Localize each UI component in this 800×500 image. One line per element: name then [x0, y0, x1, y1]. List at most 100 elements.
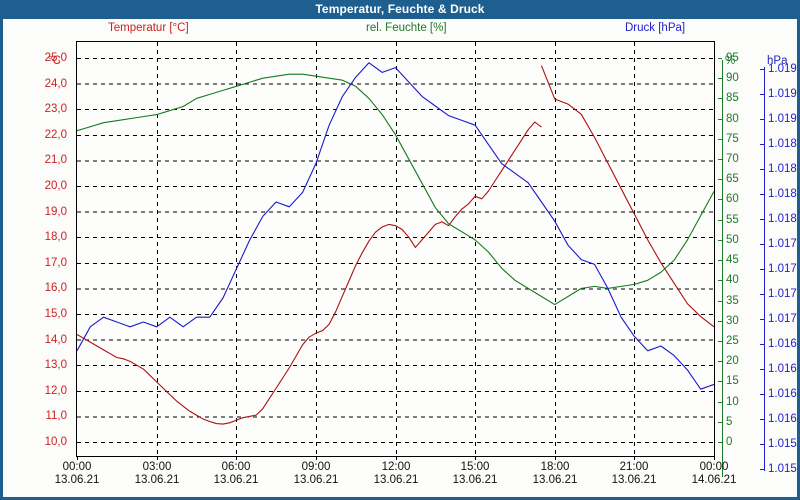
- pressure-tick-mark: [760, 344, 764, 345]
- humidity-tick-mark: [718, 442, 722, 443]
- humidity-tick-mark: [718, 240, 722, 241]
- pressure-tick-mark: [760, 394, 764, 395]
- pressure-tick-label: 1.018: [768, 213, 797, 225]
- pressure-tick-mark: [760, 319, 764, 320]
- time-tick-date: 13.06.21: [373, 474, 419, 486]
- temperature-tick-label: 11,0: [45, 410, 67, 423]
- axis-unit-pressure: hPa: [767, 55, 788, 67]
- plot-area: [76, 41, 715, 457]
- pressure-tick-mark: [760, 469, 764, 470]
- pressure-tick-mark: [760, 169, 764, 170]
- time-tick-mark: [634, 456, 635, 460]
- time-tick-label: 12:00 13.06.21: [356, 461, 436, 487]
- humidity-tick-mark: [718, 321, 722, 322]
- pressure-tick-label: 1.016: [768, 363, 797, 375]
- legend-temperature: Temperatur [°C]: [108, 22, 189, 34]
- humidity-tick-label: 20: [726, 355, 739, 368]
- time-tick-date: 13.06.21: [213, 474, 259, 486]
- temperature-tick-label: 17,0: [44, 256, 67, 269]
- pressure-tick-label: 1.016: [768, 388, 797, 400]
- temperature-tick-label: 18,0: [44, 231, 67, 244]
- temperature-line: [540, 65, 714, 328]
- axis-unit-temperature: °C: [48, 55, 61, 67]
- time-tick-time: 09:00: [301, 461, 331, 473]
- temperature-line: [77, 121, 542, 425]
- temperature-tick-label: 13,0: [44, 359, 67, 372]
- humidity-tick-label: 60: [726, 193, 739, 206]
- humidity-tick-mark: [718, 119, 722, 120]
- humidity-tick-label: 95: [726, 52, 739, 64]
- humidity-tick-label: 10: [726, 395, 739, 408]
- time-tick-mark: [236, 456, 237, 460]
- time-tick-date: 13.06.21: [611, 474, 657, 486]
- temperature-tick-label: 22,0: [44, 128, 67, 141]
- temperature-tick-label: 20,0: [44, 180, 67, 192]
- pressure-tick-mark: [760, 119, 764, 120]
- time-tick-time: 06:00: [221, 461, 251, 473]
- pressure-tick-label: 1.017: [768, 313, 797, 325]
- humidity-tick-label: 45: [726, 254, 739, 267]
- humidity-tick-label: 30: [726, 314, 739, 327]
- humidity-tick-mark: [718, 301, 722, 302]
- humidity-tick-mark: [718, 159, 722, 160]
- pressure-line: [77, 62, 714, 390]
- time-tick-date: 13.06.21: [532, 474, 578, 486]
- time-tick-label: 00:00 14.06.21: [674, 461, 754, 487]
- humidity-tick-label: 90: [726, 72, 739, 85]
- humidity-tick-mark: [718, 422, 722, 423]
- time-tick-time: 03:00: [142, 461, 172, 473]
- time-tick-mark: [316, 456, 317, 460]
- pressure-tick-label: 1.017: [768, 288, 797, 300]
- time-tick-label: 06:00 13.06.21: [196, 461, 276, 487]
- window-title-bar: Temperatur, Feuchte & Druck: [0, 0, 800, 19]
- pressure-tick-label: 1.018: [768, 188, 797, 200]
- time-tick-time: 18:00: [540, 461, 570, 473]
- humidity-tick-mark: [718, 220, 722, 221]
- temperature-tick-label: 25,0: [44, 52, 67, 64]
- pressure-tick-label: 1.017: [768, 263, 797, 275]
- humidity-tick-mark: [718, 98, 722, 99]
- humidity-tick-label: 55: [726, 213, 739, 226]
- pressure-tick-mark: [760, 294, 764, 295]
- humidity-tick-label: 15: [726, 375, 739, 388]
- humidity-tick-mark: [718, 58, 722, 59]
- humidity-line: [77, 73, 714, 306]
- humidity-tick-label: 85: [726, 92, 739, 105]
- temperature-tick-label: 19,0: [44, 205, 67, 218]
- legend-humidity: rel. Feuchte [%]: [366, 22, 447, 34]
- humidity-tick-label: 35: [726, 294, 739, 307]
- temperature-tick-label: 15,0: [44, 308, 67, 320]
- humidity-tick-mark: [718, 260, 722, 261]
- pressure-tick-label: 1.016: [768, 338, 797, 350]
- humidity-tick-label: 0: [726, 436, 733, 448]
- humidity-tick-label: 40: [726, 274, 739, 287]
- time-tick-label: 00:00 13.06.21: [37, 461, 117, 487]
- time-tick-date: 13.06.21: [134, 474, 180, 486]
- time-tick-date: 13.06.21: [452, 474, 498, 486]
- temperature-tick-label: 23,0: [44, 103, 67, 116]
- time-tick-label: 15:00 13.06.21: [435, 461, 515, 487]
- humidity-tick-label: 70: [726, 153, 739, 166]
- pressure-tick-mark: [760, 269, 764, 270]
- pressure-tick-mark: [760, 369, 764, 370]
- time-tick-time: 00:00: [699, 461, 729, 473]
- time-tick-date: 14.06.21: [691, 474, 737, 486]
- time-tick-mark: [714, 456, 715, 460]
- pressure-axis-line: [764, 67, 765, 471]
- humidity-tick-label: 5: [726, 415, 733, 428]
- humidity-tick-label: 65: [726, 173, 739, 186]
- chart-panel: Temperatur [°C] rel. Feuchte [%] Druck […: [3, 19, 797, 497]
- data-series: [77, 62, 714, 425]
- pressure-tick-label: 1.019: [768, 63, 797, 75]
- humidity-tick-label: 80: [726, 112, 739, 125]
- time-tick-time: 21:00: [619, 461, 649, 473]
- temperature-tick-label: 12,0: [44, 384, 67, 397]
- time-tick-mark: [157, 456, 158, 460]
- temperature-tick-label: 21,0: [44, 154, 67, 167]
- window-title: Temperatur, Feuchte & Druck: [315, 2, 485, 16]
- time-tick-time: 00:00: [62, 461, 92, 473]
- pressure-tick-label: 1.016: [768, 413, 797, 425]
- axis-unit-humidity: %: [725, 55, 736, 67]
- time-tick-time: 15:00: [460, 461, 490, 473]
- pressure-tick-mark: [760, 94, 764, 95]
